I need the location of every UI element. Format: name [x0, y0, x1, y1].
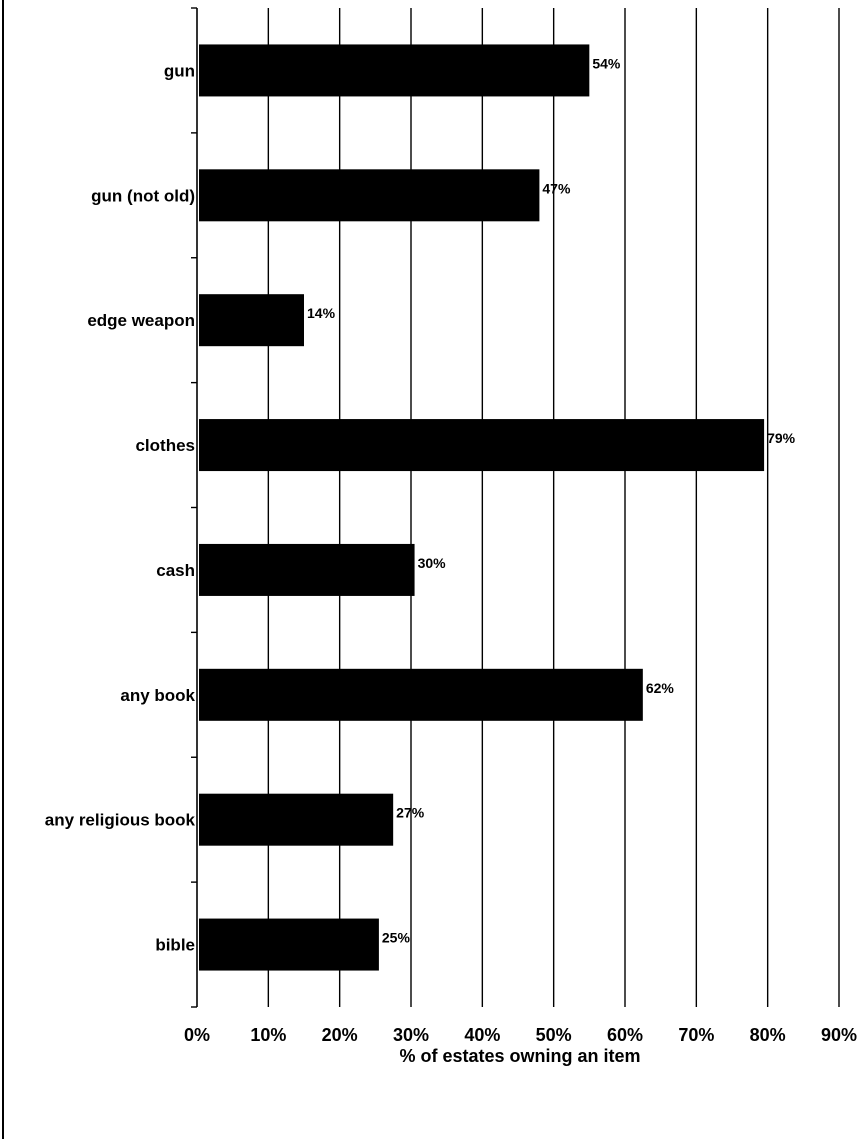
x-tick-label: 60%: [607, 1025, 643, 1045]
labels: gun 54% gun (not old) 47% edge weapon 14% clot…: [45, 55, 796, 954]
data-label: 47%: [542, 180, 571, 196]
x-tick-label: 80%: [750, 1025, 786, 1045]
gridlines: [267, 8, 840, 1007]
x-axis-title: % of estates owning an item: [399, 1046, 640, 1066]
bars: [199, 44, 765, 971]
data-label: 27%: [396, 805, 425, 821]
data-label: 54%: [592, 55, 621, 71]
x-tick-label: 10%: [250, 1025, 286, 1045]
category-label: any religious book: [45, 811, 196, 830]
data-label: 14%: [307, 305, 336, 321]
data-label: 62%: [646, 680, 675, 696]
bar: [199, 668, 643, 721]
bar: [199, 169, 540, 222]
x-tick-label: 0%: [184, 1025, 210, 1045]
x-axis: 0% 10% 20% 30% 40% 50% 60% 70% 80% 90%: [184, 1025, 857, 1045]
category-label: cash: [156, 561, 195, 580]
x-tick-label: 40%: [464, 1025, 500, 1045]
bar: [199, 543, 415, 596]
category-label: any book: [120, 686, 195, 705]
category-label: gun (not old): [91, 186, 195, 205]
category-label: gun: [164, 61, 195, 80]
y-axis: [191, 7, 198, 1008]
bar: [199, 294, 304, 347]
category-label: bible: [155, 936, 195, 955]
bar: [199, 918, 379, 971]
x-tick-label: 20%: [322, 1025, 358, 1045]
category-label: clothes: [135, 436, 195, 455]
data-label: 79%: [767, 430, 796, 446]
bar: [199, 44, 590, 97]
x-tick-label: 30%: [393, 1025, 429, 1045]
data-label: 30%: [418, 555, 447, 571]
x-tick-label: 50%: [536, 1025, 572, 1045]
x-tick-label: 90%: [821, 1025, 857, 1045]
category-label: edge weapon: [87, 311, 195, 330]
data-label: 25%: [382, 930, 411, 946]
bar: [199, 793, 394, 846]
bar: [199, 419, 765, 472]
x-tick-label: 70%: [678, 1025, 714, 1045]
